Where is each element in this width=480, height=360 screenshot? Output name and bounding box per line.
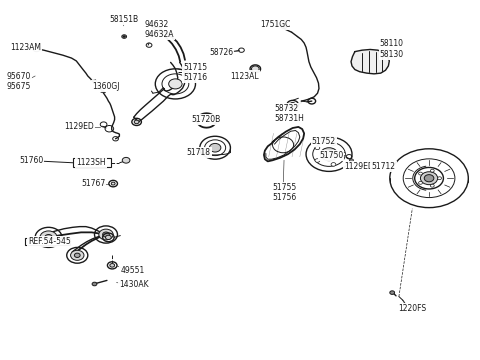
Polygon shape: [351, 49, 389, 74]
Circle shape: [92, 282, 97, 286]
Circle shape: [331, 163, 336, 166]
Circle shape: [110, 264, 115, 267]
Circle shape: [315, 146, 320, 150]
Circle shape: [419, 181, 422, 184]
Text: 1220FS: 1220FS: [398, 304, 426, 313]
Text: 1123SH: 1123SH: [76, 158, 106, 167]
Text: 58732
58731H: 58732 58731H: [275, 104, 304, 123]
Text: 58110
58130: 58110 58130: [380, 39, 404, 59]
Text: 1751GC: 1751GC: [260, 19, 290, 28]
FancyBboxPatch shape: [73, 158, 111, 167]
Circle shape: [106, 235, 111, 239]
Circle shape: [315, 159, 320, 162]
Circle shape: [122, 157, 130, 163]
Text: 51712: 51712: [372, 162, 396, 171]
Text: 1123AL: 1123AL: [230, 72, 259, 81]
Circle shape: [252, 66, 259, 72]
Text: 51718: 51718: [186, 148, 210, 157]
Circle shape: [99, 229, 113, 240]
Text: 51752: 51752: [312, 137, 336, 146]
Circle shape: [45, 234, 52, 240]
Text: 51720B: 51720B: [191, 115, 220, 124]
Text: 49551: 49551: [120, 266, 144, 275]
FancyBboxPatch shape: [25, 238, 70, 245]
Text: 58726: 58726: [209, 48, 233, 57]
Circle shape: [134, 120, 139, 124]
Circle shape: [420, 172, 438, 185]
Text: 94632
94632A: 94632 94632A: [144, 20, 174, 39]
Circle shape: [324, 150, 334, 158]
Circle shape: [71, 250, 84, 260]
Text: 1123AM: 1123AM: [10, 43, 41, 52]
Text: 58151B: 58151B: [110, 15, 139, 24]
Text: 1129ED: 1129ED: [344, 162, 374, 171]
Text: 51755
51756: 51755 51756: [273, 183, 297, 202]
Text: 1129ED: 1129ED: [64, 122, 94, 131]
Circle shape: [438, 177, 442, 180]
Text: REF.54-545: REF.54-545: [28, 237, 71, 246]
Circle shape: [341, 152, 346, 156]
Text: 1430AK: 1430AK: [120, 280, 149, 289]
Circle shape: [209, 143, 221, 152]
Circle shape: [331, 142, 336, 146]
Circle shape: [321, 148, 337, 161]
Circle shape: [74, 253, 80, 257]
Circle shape: [103, 232, 109, 237]
Circle shape: [40, 231, 57, 244]
Circle shape: [111, 182, 115, 185]
Text: 51760: 51760: [19, 157, 43, 166]
Circle shape: [424, 175, 434, 182]
Text: 51767: 51767: [81, 179, 105, 188]
Circle shape: [431, 184, 434, 187]
Circle shape: [419, 172, 422, 175]
Circle shape: [168, 79, 182, 89]
Circle shape: [349, 159, 353, 162]
Text: 1360GJ: 1360GJ: [93, 82, 120, 91]
Text: 95670
95675: 95670 95675: [6, 72, 31, 91]
Text: 51750: 51750: [319, 151, 343, 160]
Circle shape: [283, 26, 286, 28]
Circle shape: [431, 169, 434, 172]
Circle shape: [290, 103, 296, 107]
Circle shape: [123, 36, 126, 38]
Text: 51715
51716: 51715 51716: [183, 63, 208, 82]
Circle shape: [390, 291, 395, 294]
